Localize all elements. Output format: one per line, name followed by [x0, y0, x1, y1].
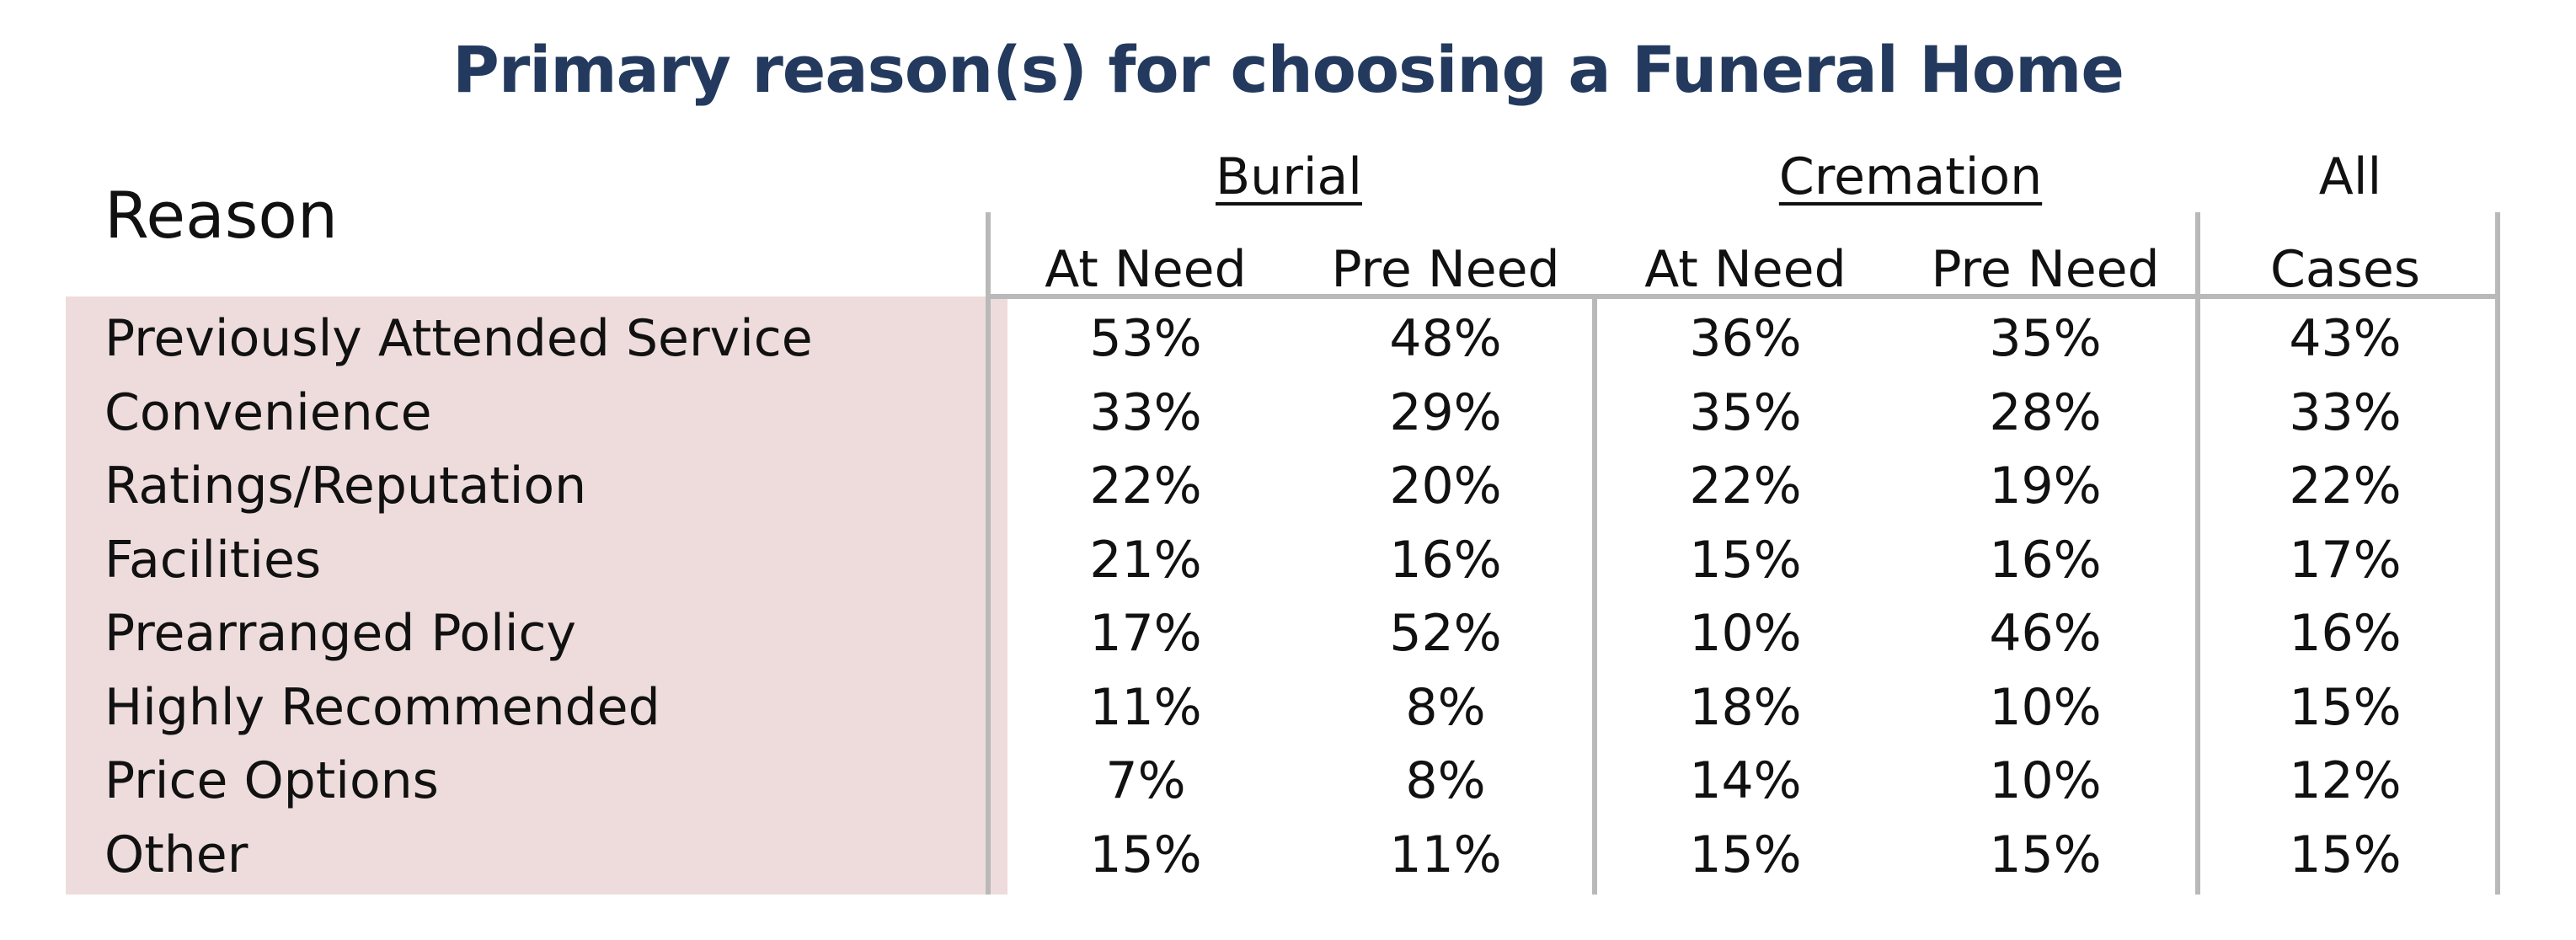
group-header-burial: Burial	[1162, 152, 1415, 202]
data-cell: 33%	[1089, 383, 1202, 442]
data-cell: 11%	[1089, 678, 1202, 737]
data-cell: 14%	[1689, 751, 1802, 810]
column-divider	[2195, 212, 2200, 895]
data-cell: 22%	[1689, 457, 1802, 515]
data-cell: 22%	[1089, 457, 1202, 515]
data-cell: 16%	[1389, 531, 1502, 590]
reason-column-header: Reason	[104, 178, 338, 253]
row-label: Ratings/Reputation	[104, 457, 587, 515]
data-cell: 15%	[2289, 678, 2402, 737]
data-cell: 48%	[1389, 309, 1502, 368]
data-cell: 43%	[2289, 309, 2402, 368]
group-label-burial: Burial	[1216, 147, 1362, 206]
data-cell: 20%	[1389, 457, 1502, 515]
row-label: Convenience	[104, 383, 432, 442]
data-cell: 11%	[1389, 825, 1502, 884]
row-label: Previously Attended Service	[104, 309, 813, 368]
data-cell: 10%	[1689, 604, 1802, 663]
column-divider	[1592, 296, 1597, 895]
data-cell: 15%	[1689, 825, 1802, 884]
data-cell: 10%	[1989, 678, 2102, 737]
data-cell: 8%	[1405, 678, 1486, 737]
data-cell: 53%	[1089, 309, 1202, 368]
header-rule	[986, 294, 2500, 299]
column-header: At Need	[1644, 240, 1846, 299]
column-header: Cases	[2269, 240, 2421, 299]
group-header-cremation: Cremation	[1734, 152, 2087, 202]
data-cell: 46%	[1989, 604, 2102, 663]
data-cell: 21%	[1089, 531, 1202, 590]
column-divider	[986, 212, 991, 895]
group-label-all: All	[2318, 147, 2382, 206]
data-cell: 22%	[2289, 457, 2402, 515]
group-label-cremation: Cremation	[1778, 147, 2043, 206]
reason-column-background	[66, 296, 1007, 895]
data-cell: 35%	[1989, 309, 2102, 368]
row-label: Facilities	[104, 531, 322, 590]
data-cell: 28%	[1989, 383, 2102, 442]
row-label: Other	[104, 825, 249, 884]
chart-title: Primary reason(s) for choosing a Funeral…	[452, 32, 2124, 107]
data-cell: 35%	[1689, 383, 1802, 442]
data-cell: 7%	[1105, 751, 1186, 810]
column-divider	[2495, 212, 2500, 895]
data-cell: 17%	[2289, 531, 2402, 590]
data-cell: 15%	[1989, 825, 2102, 884]
column-header: Pre Need	[1931, 240, 2160, 299]
data-cell: 12%	[2289, 751, 2402, 810]
data-cell: 15%	[2289, 825, 2402, 884]
data-cell: 36%	[1689, 309, 1802, 368]
data-cell: 8%	[1405, 751, 1486, 810]
data-cell: 15%	[1089, 825, 1202, 884]
row-label: Highly Recommended	[104, 678, 660, 737]
data-cell: 18%	[1689, 678, 1802, 737]
data-cell: 16%	[1989, 531, 2102, 590]
column-header: Pre Need	[1331, 240, 1560, 299]
data-cell: 10%	[1989, 751, 2102, 810]
group-header-all: All	[2224, 152, 2477, 202]
data-cell: 52%	[1389, 604, 1502, 663]
row-label: Price Options	[104, 751, 439, 810]
data-cell: 15%	[1689, 531, 1802, 590]
data-cell: 29%	[1389, 383, 1502, 442]
data-cell: 19%	[1989, 457, 2102, 515]
data-cell: 17%	[1089, 604, 1202, 663]
column-header: At Need	[1045, 240, 1247, 299]
row-label: Prearranged Policy	[104, 604, 576, 663]
data-cell: 16%	[2289, 604, 2402, 663]
data-cell: 33%	[2289, 383, 2402, 442]
